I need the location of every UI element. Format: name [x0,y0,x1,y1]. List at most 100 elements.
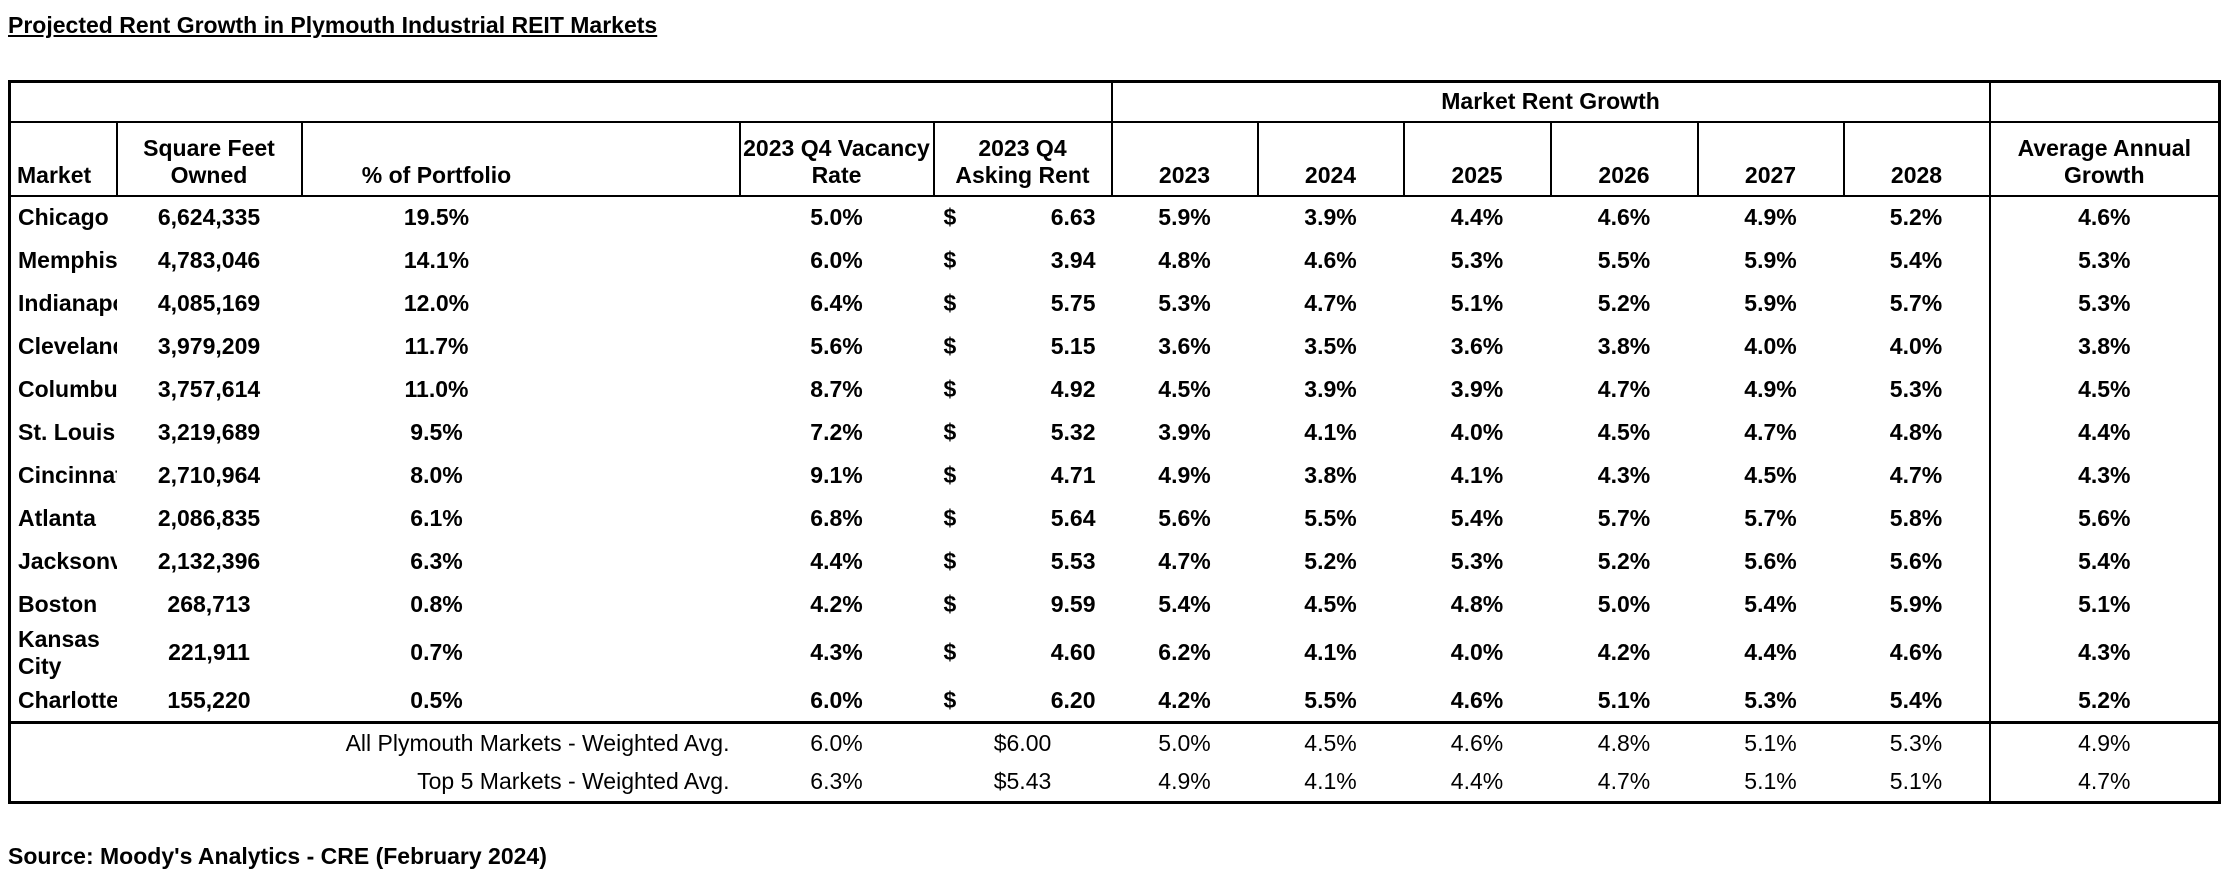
cell-market: Atlanta [18,504,96,531]
cell-growth-2026: 5.2% [1597,547,1651,574]
cell-growth-2028: 4.0% [1889,332,1943,359]
cell-vacancy: 4.2% [810,590,863,617]
cell-growth-2027: 5.3% [1744,686,1797,713]
asking-rent-value: 5.15 [1050,332,1096,359]
cell-square-feet: 3,979,209 [157,332,261,359]
summary-asking-rent: $5.43 [993,768,1052,795]
cell-vacancy: 6.0% [810,686,863,713]
cell-square-feet: 6,624,335 [157,204,261,230]
cell-growth-2025: 4.0% [1450,418,1504,445]
cell-asking-rent: $ 4.71 [934,454,1112,497]
cell-growth-2027: 5.6% [1744,547,1797,574]
asking-rent-accounting-format: $ 5.15 [934,333,1112,360]
cell-square-feet: 3,757,614 [157,375,261,402]
cell-average-growth: 4.3% [1988,453,2220,497]
column-header-year: 2023 [1110,120,1259,197]
cell-market: Chicago [18,204,109,230]
cell-average-growth: 5.3% [1988,281,2220,325]
dollar-sign: $ [943,686,957,713]
asking-rent-value: 5.64 [1050,504,1096,531]
cell-growth-2023: 5.3% [1158,289,1211,316]
cell-average-growth: 3.8% [1988,324,2220,368]
summary-growth-2025: 4.6% [1403,721,1551,763]
dollar-sign: $ [943,289,957,316]
cell-growth-2027: 4.0% [1744,332,1797,359]
cell-vacancy: 6.8% [810,504,863,531]
cell-market: Cincinnati [18,461,117,488]
cell-average-growth: 5.4% [1988,539,2220,583]
cell-growth-2028: 5.2% [1889,204,1943,230]
dollar-sign: $ [943,547,957,574]
dollar-sign: $ [943,461,957,488]
cell-growth-2028: 4.7% [1889,461,1943,488]
cell-average-growth: 5.6% [1988,496,2220,540]
cell-growth-2023: 3.9% [1158,418,1211,445]
cell-growth-2028: 5.9% [1889,590,1943,617]
cell-market: Kansas City [18,625,100,679]
asking-rent-accounting-format: $ 4.71 [934,462,1112,489]
cell-vacancy: 5.0% [810,204,863,230]
table-row: Cleveland 3,979,209 11.7% 5.6% $ 5.15 3.… [10,324,2220,368]
cell-vacancy: 4.4% [810,547,863,574]
cell-growth-2023: 4.8% [1158,246,1211,273]
cell-portfolio: 19.5% [403,204,470,230]
cell-growth-2024: 3.8% [1304,461,1357,488]
cell-average-growth: 4.6% [1988,195,2220,239]
column-header-market: Market [8,120,118,197]
asking-rent-accounting-format: $ 3.94 [934,247,1112,274]
cell-average-growth: 5.3% [1988,238,2220,282]
cell-growth-2028: 5.6% [1889,547,1943,574]
cell-growth-2023: 5.4% [1158,590,1211,617]
column-header-year: 2025 [1402,120,1552,197]
table-row: St. Louis 3,219,689 9.5% 7.2% $ 5.32 3.9… [10,410,2220,454]
asking-rent-accounting-format: $ 5.75 [934,290,1112,317]
summary-growth-2028: 5.1% [1889,768,1943,795]
summary-growth-2027: 5.1% [1697,721,1844,763]
summary-average-growth: 4.7% [1988,762,2220,803]
cell-growth-2025: 5.3% [1450,547,1504,574]
summary-growth-2024: 4.5% [1257,721,1404,763]
table-row: Indianapolis 4,085,169 12.0% 6.4% $ 5.75… [10,281,2220,325]
cell-market: Jacksonville [18,547,117,574]
cell-square-feet: 155,220 [167,686,251,713]
asking-rent-accounting-format: $ 5.32 [934,419,1112,446]
cell-portfolio: 0.5% [410,686,463,713]
cell-growth-2026: 4.7% [1597,375,1651,402]
cell-portfolio: 14.1% [403,246,470,273]
cell-growth-2025: 4.4% [1450,204,1504,230]
cell-growth-2025: 3.9% [1450,375,1504,402]
asking-rent-accounting-format: $ 5.64 [934,505,1112,532]
cell-market: Cleveland [18,332,117,359]
cell-average-growth: 4.3% [1988,625,2220,680]
cell-portfolio: 12.0% [403,289,470,316]
cell-asking-rent: $ 6.20 [934,680,1112,723]
column-header-asking-rent: 2023 Q4 Asking Rent [932,120,1113,197]
cell-market: Indianapolis [18,289,117,316]
cell-growth-2024: 4.6% [1304,246,1357,273]
summary-row: All Plymouth Markets - Weighted Avg. 6.0… [9,721,2220,763]
cell-square-feet: 3,219,689 [157,418,261,445]
cell-growth-2024: 4.5% [1304,590,1357,617]
column-header-average-growth-label: Average Annual Growth [2017,134,2191,188]
column-header-vacancy-label: 2023 Q4 Vacancy Rate [743,134,930,188]
asking-rent-accounting-format: $ 6.63 [934,204,1112,231]
cell-growth-2026: 4.5% [1597,418,1651,445]
cell-growth-2026: 4.2% [1597,639,1651,665]
cell-growth-2024: 3.5% [1304,332,1357,359]
summary-asking-rent: $6.00 [933,721,1112,763]
cell-growth-2028: 4.6% [1889,639,1943,665]
cell-market: Boston [18,590,98,617]
group-header-spacer-right [1989,81,2220,123]
cell-growth-2027: 5.4% [1744,590,1797,617]
cell-average-growth: 4.4% [1988,410,2220,454]
table-row: Jacksonville 2,132,396 6.3% 4.4% $ 5.53 … [10,539,2220,583]
column-header-year: 2027 [1696,120,1845,197]
table-row: Cincinnati 2,710,964 8.0% 9.1% $ 4.71 4.… [10,453,2220,497]
column-header-year: 2028 [1842,120,1991,197]
column-header-vacancy: 2023 Q4 Vacancy Rate [738,120,935,197]
cell-growth-2025: 4.0% [1450,639,1504,665]
dollar-sign: $ [943,418,957,445]
cell-vacancy: 5.6% [810,332,863,359]
source-note: Source: Moody's Analytics - CRE (Februar… [8,843,547,869]
column-header-year: 2024 [1256,120,1405,197]
